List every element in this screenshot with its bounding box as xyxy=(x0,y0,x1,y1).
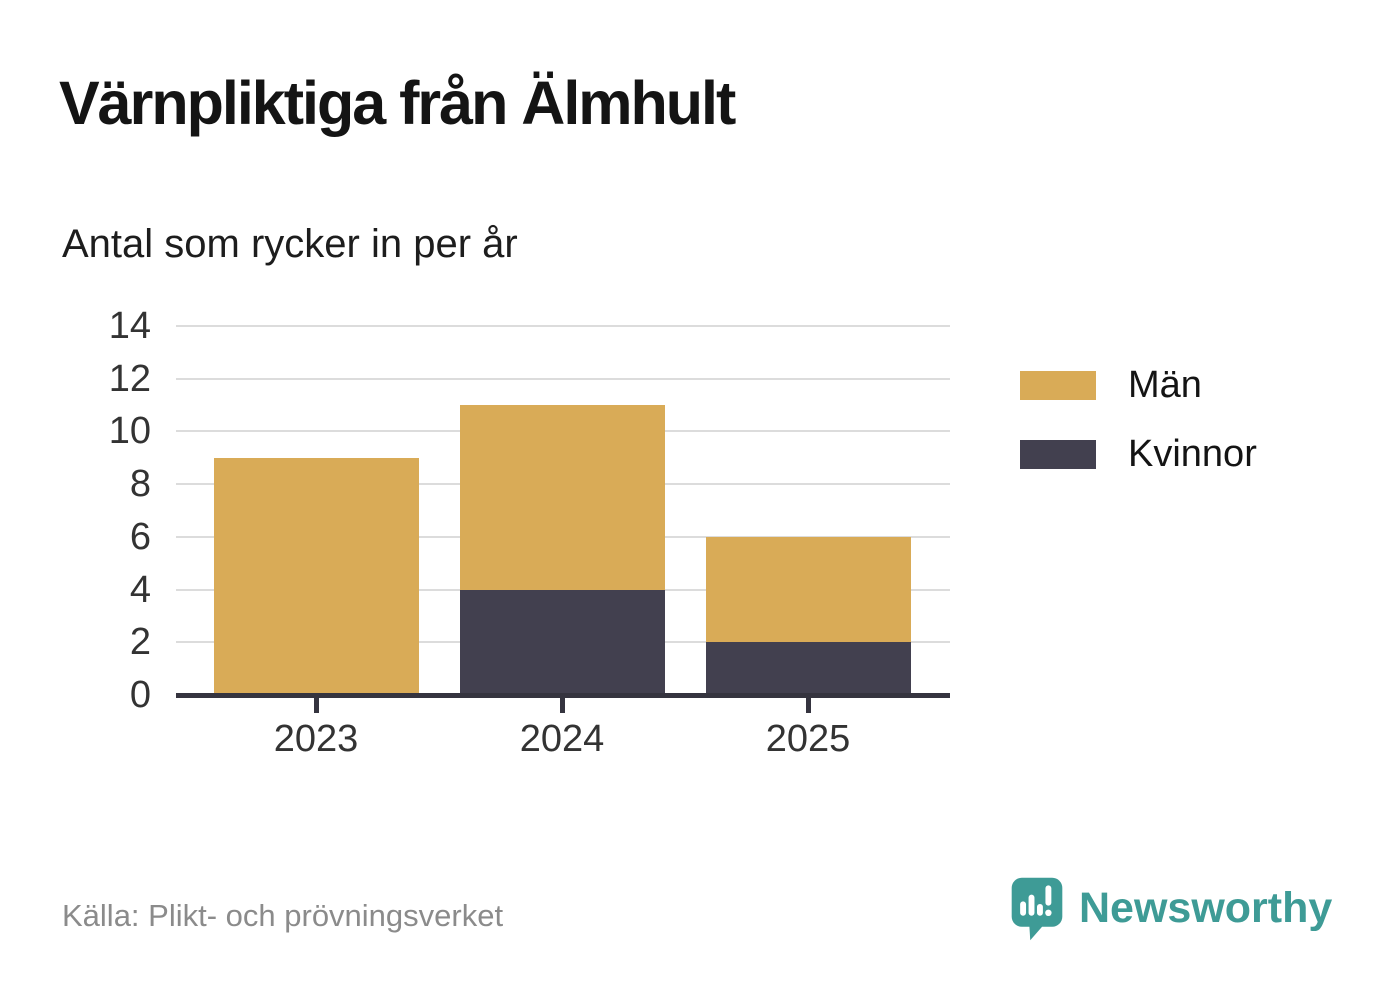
chart-subtitle: Antal som rycker in per år xyxy=(62,222,518,266)
plot-area xyxy=(170,325,950,695)
legend-item-kvinnor: Kvinnor xyxy=(1020,433,1257,476)
bar-2025-Kvinnor xyxy=(705,642,911,695)
legend-label-kvinnor: Kvinnor xyxy=(1128,433,1257,475)
y-tick-label-6: 6 xyxy=(129,515,151,558)
gridline-14 xyxy=(176,325,950,327)
y-tick-label-4: 4 xyxy=(129,568,151,611)
bar-2024-Män xyxy=(459,405,665,590)
bar-2025-Män xyxy=(705,536,911,643)
y-tick-label-10: 10 xyxy=(108,410,151,453)
x-tick-label-2024: 2024 xyxy=(519,718,605,760)
legend-swatch-kvinnor xyxy=(1020,440,1096,469)
chart-title: Värnpliktiga från Älmhult xyxy=(59,69,736,137)
x-axis-line xyxy=(176,693,950,698)
legend-swatch-man xyxy=(1020,371,1096,400)
gridline-12 xyxy=(176,377,950,380)
y-tick-label-12: 12 xyxy=(108,357,151,400)
legend: Män Kvinnor xyxy=(1020,364,1257,476)
speech-bubble-bar-chart-exclamation-icon xyxy=(1010,876,1064,947)
y-tick-label-14: 14 xyxy=(108,305,151,347)
x-tick-2024 xyxy=(559,698,565,713)
legend-item-man: Män xyxy=(1020,364,1257,407)
bar-2024-Kvinnor xyxy=(459,589,665,695)
x-tick-2025 xyxy=(805,698,811,713)
brand-name: Newsworthy xyxy=(1079,884,1333,932)
x-tick-label-2023: 2023 xyxy=(273,718,359,760)
x-axis-labels: 2023 2024 2025 xyxy=(0,718,1382,768)
y-axis-labels: 0 2 4 6 8 10 12 14 xyxy=(0,305,151,716)
y-tick-label-8: 8 xyxy=(129,463,151,506)
legend-label-man: Män xyxy=(1128,364,1202,406)
newsworthy-logo: Newsworthy xyxy=(1010,876,1332,947)
y-tick-label-0: 0 xyxy=(129,674,151,716)
source-text: Källa: Plikt- och prövningsverket xyxy=(62,898,504,933)
y-tick-label-2: 2 xyxy=(129,621,151,664)
x-tick-2023 xyxy=(313,698,319,713)
x-tick-label-2025: 2025 xyxy=(765,718,851,760)
bar-2023-Män xyxy=(213,457,419,695)
